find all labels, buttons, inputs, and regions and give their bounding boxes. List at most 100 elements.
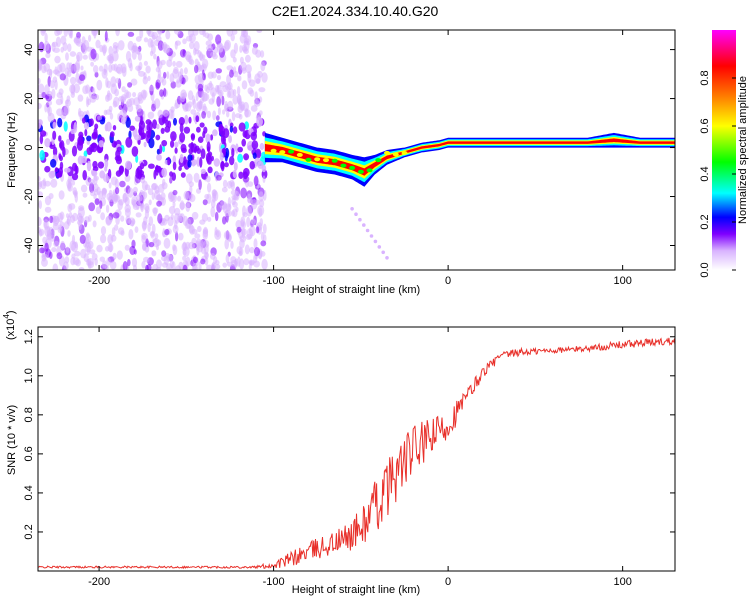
noise-blob	[125, 137, 133, 148]
ridge-blob	[366, 168, 373, 173]
noise-blob	[138, 125, 143, 136]
noise-blob	[242, 171, 248, 180]
noise-blob	[161, 78, 167, 86]
noise-blob	[140, 89, 148, 99]
noise-blob	[169, 260, 174, 269]
noise-blob	[154, 233, 159, 240]
noise-blob	[86, 135, 92, 142]
noise-blob	[108, 182, 112, 189]
colorbar-tick-label: 0.8	[699, 70, 711, 85]
noise-blob	[180, 172, 186, 178]
noise-blob	[162, 178, 166, 186]
noise-blob	[163, 87, 167, 97]
noise-blob	[100, 234, 107, 244]
noise-blob	[111, 227, 116, 237]
noise-blob	[53, 240, 60, 248]
noise-blob	[50, 158, 57, 168]
noise-blob	[75, 37, 82, 43]
noise-blob	[89, 182, 95, 193]
noise-blob	[88, 214, 92, 222]
noise-blob	[217, 107, 221, 116]
noise-blob	[82, 54, 88, 60]
noise-blob	[147, 188, 154, 196]
noise-blob	[242, 130, 248, 138]
noise-blob	[127, 40, 134, 51]
noise-blob	[125, 101, 130, 108]
noise-blob	[225, 83, 232, 91]
noise-blob	[56, 252, 63, 260]
noise-blob	[212, 129, 218, 137]
noise-blob	[233, 42, 238, 54]
noise-blob	[58, 224, 63, 231]
noise-blob	[137, 65, 141, 74]
noise-blob	[148, 216, 154, 227]
noise-blob	[63, 30, 69, 37]
noise-blob	[194, 74, 202, 85]
noise-blob	[247, 193, 251, 203]
noise-blob	[227, 100, 234, 110]
colorbar-tick-label: 0.4	[699, 166, 711, 181]
y-tick-label: -20	[23, 189, 35, 205]
x-tick-label: -100	[263, 275, 285, 287]
noise-blob	[236, 226, 242, 233]
noise-blob	[132, 45, 139, 52]
noise-blob	[81, 44, 88, 55]
noise-blob	[191, 211, 199, 220]
noise-blob	[68, 62, 73, 73]
noise-blob	[67, 180, 72, 191]
noise-blob	[173, 117, 177, 126]
noise-blob	[109, 131, 115, 138]
snr-frame	[37, 326, 676, 572]
noise-blob	[83, 121, 90, 130]
noise-blob	[53, 47, 60, 53]
noise-blob	[207, 182, 212, 193]
noise-blob	[237, 153, 244, 163]
noise-blob	[231, 111, 236, 122]
noise-blob	[165, 119, 169, 127]
noise-blob	[171, 172, 176, 181]
noise-blob	[243, 258, 250, 266]
noise-blob	[166, 71, 170, 79]
figure-title: C2E1.2024.334.10.40.G20	[272, 3, 439, 19]
noise-blob	[251, 199, 258, 210]
noise-blob	[236, 86, 241, 96]
noise-blob	[163, 237, 171, 249]
noise-blob	[38, 102, 42, 110]
noise-blob	[41, 91, 47, 99]
noise-blob	[55, 98, 63, 106]
noise-blob	[199, 157, 203, 168]
colorbar-label: Normalized spectral amplitude	[737, 76, 749, 224]
noise-blob	[187, 90, 194, 101]
noise-blob	[176, 78, 180, 84]
colorbar: 0.0 0.2 0.4 0.6 0.8 Normalized spectral ampl…	[699, 30, 749, 278]
noise-blob	[201, 63, 207, 72]
noise-blob	[136, 104, 142, 113]
colorbar-tick-label: 0.0	[699, 262, 711, 277]
noise-blob	[94, 123, 99, 130]
noise-blob	[73, 83, 80, 94]
noise-blob	[174, 141, 179, 148]
noise-blob	[237, 94, 242, 106]
ridge-blob	[349, 165, 356, 170]
noise-blob	[148, 163, 155, 169]
noise-blob	[51, 247, 57, 253]
noise-blob	[237, 146, 243, 153]
noise-blob	[256, 30, 263, 33]
noise-blob	[119, 109, 127, 119]
noise-blob	[225, 254, 230, 264]
noise-blob	[189, 225, 196, 235]
noise-blob	[222, 262, 227, 268]
noise-blob	[185, 256, 191, 267]
noise-blob	[241, 138, 246, 147]
noise-blob	[144, 205, 150, 214]
noise-blob	[114, 224, 119, 231]
noise-blob	[261, 164, 267, 173]
noise-blob	[232, 201, 238, 208]
noise-blob	[147, 75, 151, 82]
noise-blob	[39, 247, 45, 254]
noise-blob	[71, 241, 79, 253]
noise-blob	[135, 36, 142, 42]
noise-blob	[259, 218, 263, 227]
noise-blob	[99, 44, 104, 53]
noise-blob	[44, 165, 51, 173]
